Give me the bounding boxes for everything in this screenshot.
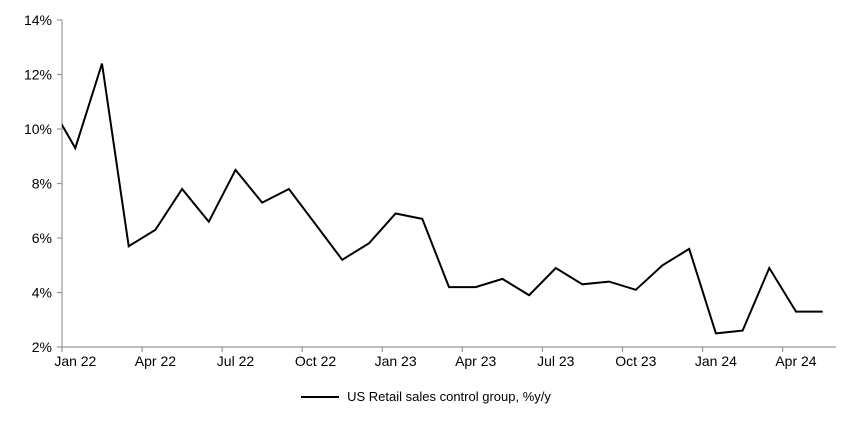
axis-labels-layer: 2% 4% 6% 8% 10% 12% 14% Jan 22 Apr 22 Jul 22 Oct 2… [24, 12, 817, 369]
x-axis-tick-label: Jul 22 [217, 353, 255, 369]
legend-line-sample-icon [301, 395, 340, 398]
y-axis-tick-label: 6% [32, 230, 52, 246]
x-axis-tick-label: Jul 23 [537, 353, 575, 369]
x-axis-tick-label: Apr 24 [775, 353, 816, 369]
x-axis-tick-label: Oct 22 [295, 353, 336, 369]
x-axis-tick-label: Jan 22 [54, 353, 96, 369]
y-axis-tick-label: 12% [24, 67, 52, 83]
y-axis-tick-label: 4% [32, 285, 52, 301]
legend: US Retail sales control group, %y/y [0, 389, 852, 404]
y-axis-tick-label: 14% [24, 12, 52, 28]
y-axis-tick-label: 10% [24, 121, 52, 137]
series-line [62, 63, 823, 335]
axes-layer [57, 19, 836, 352]
series-layer [62, 63, 823, 335]
x-axis-tick-label: Jan 23 [375, 353, 417, 369]
x-axis-tick-label: Apr 23 [455, 353, 496, 369]
y-axis-tick-label: 2% [32, 339, 52, 355]
y-axis-tick-label: 8% [32, 176, 52, 192]
x-axis-tick-label: Oct 23 [615, 353, 656, 369]
legend-label: US Retail sales control group, %y/y [347, 389, 551, 404]
x-axis-tick-label: Apr 22 [135, 353, 176, 369]
x-axis-tick-label: Jan 24 [695, 353, 737, 369]
